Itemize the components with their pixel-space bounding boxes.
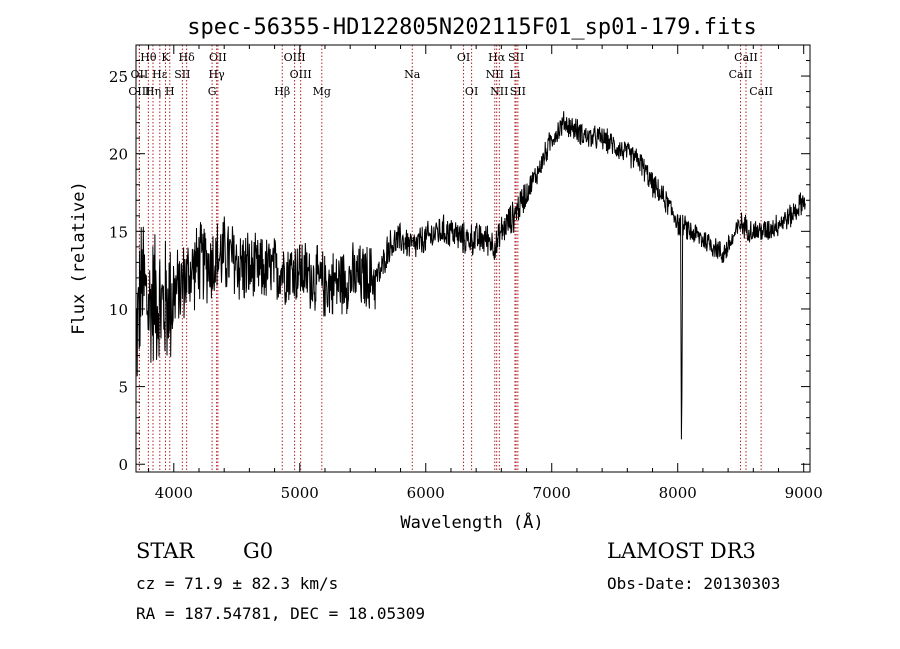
y-axis-label: Flux (relative) xyxy=(69,181,89,335)
spectral-line-label: H xyxy=(165,85,175,98)
y-tick-label: 0 xyxy=(118,456,128,474)
y-tick-label: 10 xyxy=(109,301,128,319)
spectral-line-label: Li xyxy=(510,68,521,81)
spectral-line-label: Hγ xyxy=(209,68,226,81)
spectral-line-label: CaII xyxy=(749,85,773,98)
x-tick-label: 8000 xyxy=(659,484,697,502)
y-tick-label: 15 xyxy=(109,223,128,241)
plot-frame xyxy=(135,44,811,473)
spectral-line-label: CaII xyxy=(729,68,753,81)
x-axis-label: Wavelength (Å) xyxy=(400,511,543,533)
y-tick-label: 20 xyxy=(109,146,128,164)
obs-date-readout: Obs-Date: 20130303 xyxy=(607,574,781,593)
spectral-line-label: Hα xyxy=(488,51,506,64)
spectral-line-label: Hδ xyxy=(179,51,196,64)
spectral-subclass-label: G0 xyxy=(243,539,274,563)
x-axis: 4000 5000 6000 7000 8000 9000 xyxy=(148,45,823,502)
y-tick-label: 25 xyxy=(109,68,128,86)
spectral-line-label: OIII xyxy=(284,51,306,64)
x-tick-label: 7000 xyxy=(533,484,571,502)
flux-series-line xyxy=(135,111,806,440)
spectral-line-label: OI xyxy=(457,51,470,64)
object-class-label: STAR xyxy=(136,539,195,563)
spectral-line-label: OII xyxy=(209,51,227,64)
spectral-line-label: SII xyxy=(174,68,190,81)
spectral-line-label: Hθ xyxy=(140,51,157,64)
spectral-line-label: G xyxy=(208,85,217,98)
spectral-line-label: K xyxy=(161,51,170,64)
y-tick-label: 5 xyxy=(118,379,128,397)
spectral-line-label: Hε xyxy=(152,68,168,81)
x-tick-label: 4000 xyxy=(155,484,193,502)
flux-series-group xyxy=(135,111,806,440)
spectral-line-label: Mg xyxy=(313,85,331,98)
survey-label: LAMOST DR3 xyxy=(607,539,756,563)
spectral-line-label: CaII xyxy=(734,51,758,64)
spectral-line-label: Na xyxy=(404,68,421,81)
spectral-line-label: NII xyxy=(490,85,508,98)
spectral-line-label: OIII xyxy=(290,68,312,81)
spectral-line-label: Hβ xyxy=(274,85,290,98)
x-tick-label: 5000 xyxy=(281,484,319,502)
spectral-line-label: Hη xyxy=(145,85,161,98)
spectral-line-label: NII xyxy=(486,68,504,81)
x-tick-label: 9000 xyxy=(785,484,823,502)
spectral-line-label: SII xyxy=(510,85,526,98)
redshift-readout: cz = 71.9 ± 82.3 km/s xyxy=(136,574,339,593)
x-tick-label: 6000 xyxy=(407,484,445,502)
coordinates-readout: RA = 187.54781, DEC = 18.05309 xyxy=(136,604,425,623)
spectral-line-label: SII xyxy=(508,51,524,64)
spectral-line-label: OI xyxy=(465,85,478,98)
y-axis: 0 5 10 15 20 25 xyxy=(109,60,810,474)
chart-title: spec-56355-HD122805N202115F01_sp01-179.f… xyxy=(187,15,757,40)
